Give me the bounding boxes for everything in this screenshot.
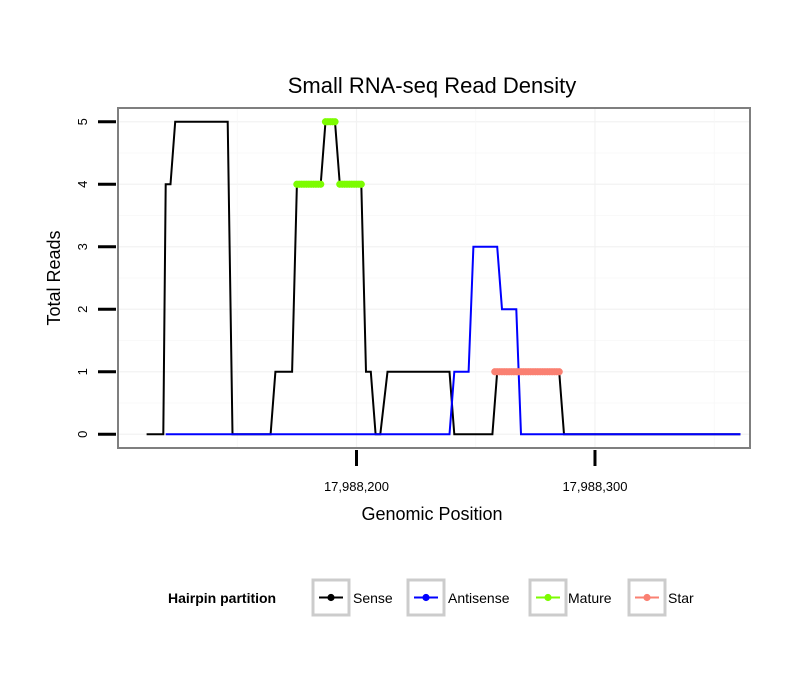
legend-label: Antisense — [448, 590, 510, 606]
chart-title: Small RNA-seq Read Density — [288, 73, 577, 98]
legend-label: Star — [668, 590, 694, 606]
legend-title: Hairpin partition — [168, 590, 276, 606]
legend-key-point — [544, 593, 552, 602]
legend: Hairpin partition Sense Antisense Mature St… — [168, 578, 694, 617]
legend-key-point — [327, 593, 335, 602]
legend-entry-sense: Sense — [311, 578, 393, 617]
legend-key-point — [643, 593, 651, 602]
legend-entry-antisense: Antisense — [406, 578, 510, 617]
legend-key-point — [422, 593, 430, 602]
series-line-sense — [146, 120, 741, 436]
plot-border — [117, 107, 751, 449]
legend-entry-mature: Mature — [528, 578, 612, 617]
legend-label: Sense — [353, 590, 393, 606]
series-point-mature — [357, 180, 365, 188]
y-tick-label: 2 — [75, 306, 90, 313]
x-axis: 17,988,200 17,988,300 — [324, 450, 628, 494]
x-tick-label: 17,988,200 — [324, 479, 389, 494]
y-tick-label: 0 — [75, 431, 90, 438]
y-tick-label: 1 — [75, 368, 90, 375]
series-point-mature — [331, 118, 339, 126]
y-axis: 0 1 2 3 4 5 — [75, 118, 116, 438]
legend-label: Mature — [568, 590, 612, 606]
y-tick-label: 5 — [75, 118, 90, 125]
y-tick-label: 4 — [75, 181, 90, 188]
series-line-antisense — [165, 245, 741, 436]
series-point-star — [555, 368, 563, 376]
series-point-mature — [317, 180, 325, 188]
series-layer — [146, 118, 741, 436]
y-tick-label: 3 — [75, 243, 90, 250]
x-axis-label: Genomic Position — [361, 504, 502, 524]
legend-entry-star: Star — [627, 578, 694, 617]
y-axis-label: Total Reads — [44, 230, 64, 325]
x-tick-label: 17,988,300 — [562, 479, 627, 494]
